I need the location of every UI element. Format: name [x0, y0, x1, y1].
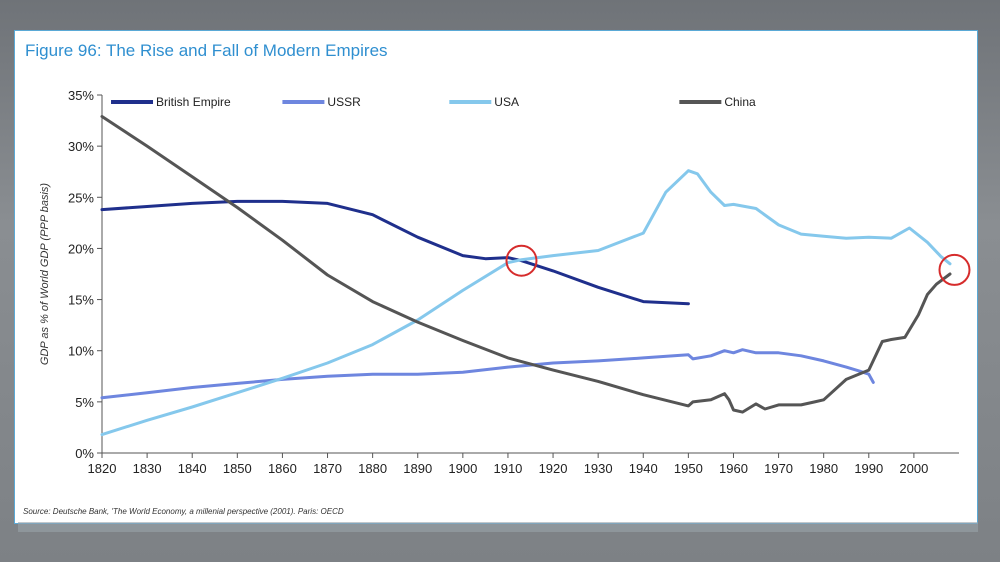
chart-svg: 0% 5% 10% 15% 20% 25% 30% 35% 1820 1830 1840 1850 18… [39, 88, 971, 476]
legend-label-ussr: USSR [327, 95, 361, 109]
y-tick-label: 0% [75, 446, 94, 461]
series-line-british-empire [100, 199, 690, 306]
series-line-ussr [100, 348, 875, 400]
x-tick-label: 1920 [539, 461, 568, 476]
x-tick-label: 1830 [133, 461, 162, 476]
y-tick-label: 15% [68, 293, 94, 308]
x-tick-label: 1930 [584, 461, 613, 476]
y-tick-label: 25% [68, 190, 94, 205]
chart-slide: Figure 96: The Rise and Fall of Modern E… [14, 30, 978, 524]
x-tick-label: 1860 [268, 461, 297, 476]
highlight-circle-1 [505, 244, 538, 277]
x-tick-label: 1970 [764, 461, 793, 476]
chart-title: Figure 96: The Rise and Fall of Modern E… [25, 41, 388, 60]
y-tick-label: 5% [75, 395, 94, 410]
series-line-usa [100, 169, 952, 437]
x-tick-label: 1880 [358, 461, 387, 476]
y-tick-label: 30% [68, 139, 94, 154]
x-tick-label: 1870 [313, 461, 342, 476]
y-tick-label: 35% [68, 88, 94, 103]
slide-shadow [18, 522, 978, 532]
x-tick-label: 1960 [719, 461, 748, 476]
x-tick-label: 1980 [809, 461, 838, 476]
series-lines [100, 115, 952, 437]
axes: 0% 5% 10% 15% 20% 25% 30% 35% 1820 1830 1840 1850 18… [39, 88, 959, 476]
x-tick-label: 1840 [178, 461, 207, 476]
x-tick-label: 1850 [223, 461, 252, 476]
y-axis-title: GDP as % of World GDP (PPP basis) [39, 183, 51, 365]
legend-label-usa: USA [494, 95, 519, 109]
x-tick-label: 1820 [88, 461, 117, 476]
source-note: Source: Deutsche Bank, 'The World Econom… [23, 507, 344, 516]
x-tick-label: 1950 [674, 461, 703, 476]
y-tick-label: 10% [68, 344, 94, 359]
x-tick-label: 1900 [448, 461, 477, 476]
x-tick-label: 1910 [493, 461, 522, 476]
x-tick-label: 2000 [899, 461, 928, 476]
legend-label-china: China [724, 95, 756, 109]
legend: British Empire USSR USA China [111, 95, 756, 109]
x-tick-label: 1940 [629, 461, 658, 476]
highlight-circle-2 [938, 253, 971, 286]
x-tick-label: 1990 [854, 461, 883, 476]
series-line-china [100, 115, 952, 414]
x-tick-label: 1890 [403, 461, 432, 476]
legend-label-british-empire: British Empire [156, 95, 231, 109]
y-tick-label: 20% [68, 241, 94, 256]
annotations [505, 244, 971, 286]
